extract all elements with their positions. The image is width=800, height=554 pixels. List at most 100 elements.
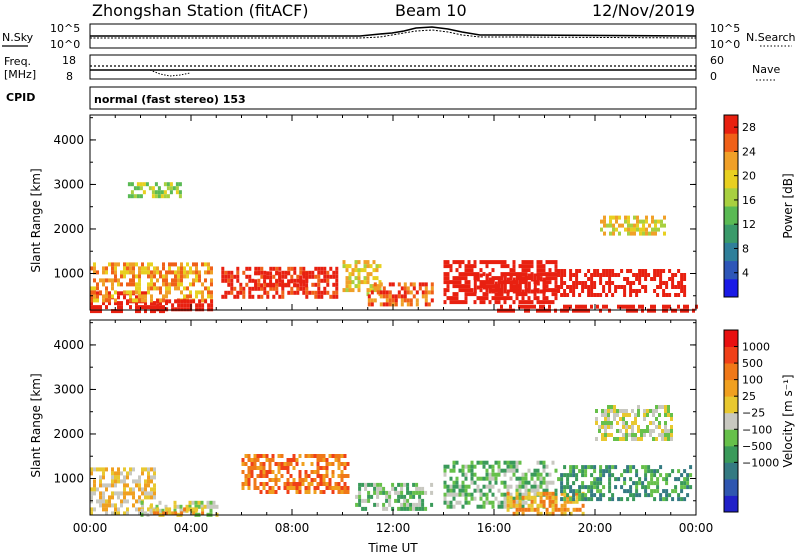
data-cell bbox=[569, 473, 573, 478]
data-cell bbox=[509, 268, 513, 273]
data-cell bbox=[242, 294, 246, 299]
data-cell bbox=[581, 281, 585, 285]
data-cell bbox=[253, 466, 257, 470]
data-cell bbox=[105, 487, 108, 492]
data-cell bbox=[605, 281, 609, 285]
data-cell bbox=[90, 491, 93, 496]
data-cell bbox=[307, 486, 311, 490]
data-cell bbox=[473, 273, 477, 278]
data-cell bbox=[530, 499, 534, 504]
data-cell bbox=[163, 182, 167, 187]
data-cell bbox=[271, 490, 275, 494]
data-cell bbox=[503, 285, 507, 290]
data-cell bbox=[284, 274, 288, 279]
data-cell bbox=[334, 454, 338, 458]
data-cell bbox=[394, 302, 398, 307]
data-cell bbox=[126, 471, 129, 476]
data-cell bbox=[613, 417, 616, 421]
data-cell bbox=[524, 260, 528, 265]
data-cell bbox=[644, 465, 648, 470]
data-cell bbox=[527, 300, 531, 305]
data-cell bbox=[132, 266, 135, 271]
data-cell bbox=[162, 282, 165, 287]
data-cell bbox=[494, 285, 498, 290]
data-cell bbox=[548, 280, 552, 285]
data-cell bbox=[622, 409, 625, 413]
data-cell bbox=[452, 492, 456, 497]
data-cell bbox=[178, 194, 182, 199]
data-cell bbox=[400, 494, 404, 499]
data-cell bbox=[609, 231, 612, 236]
data-cell bbox=[654, 231, 657, 236]
data-cell bbox=[144, 298, 147, 303]
data-cell bbox=[542, 268, 546, 273]
data-cell bbox=[670, 437, 673, 441]
data-cell bbox=[189, 266, 192, 271]
data-cell bbox=[646, 413, 649, 417]
data-cell bbox=[662, 304, 665, 309]
data-cell bbox=[662, 269, 666, 273]
data-cell bbox=[150, 294, 153, 299]
data-cell bbox=[290, 290, 294, 295]
data-cell bbox=[554, 284, 558, 289]
data-cell bbox=[262, 466, 266, 470]
data-cell bbox=[654, 219, 657, 224]
data-cell bbox=[533, 468, 537, 473]
data-cell bbox=[90, 305, 93, 310]
data-cell bbox=[656, 469, 660, 474]
data-cell bbox=[467, 288, 471, 293]
data-cell bbox=[126, 262, 129, 267]
data-cell bbox=[455, 500, 459, 505]
data-cell bbox=[515, 281, 519, 286]
data-cell bbox=[482, 476, 486, 481]
data-cell bbox=[617, 273, 621, 277]
data-cell bbox=[521, 511, 525, 516]
data-cell bbox=[111, 309, 114, 314]
data-cell bbox=[635, 493, 639, 498]
data-cell bbox=[132, 270, 135, 275]
data-cell bbox=[260, 283, 264, 288]
data-cell bbox=[554, 276, 558, 281]
data-cell bbox=[259, 474, 263, 478]
data-cell bbox=[603, 231, 606, 236]
x-tick-label: 00:00 bbox=[679, 521, 714, 535]
nave-dip bbox=[149, 69, 191, 77]
data-cell bbox=[186, 303, 190, 308]
data-cell bbox=[204, 299, 208, 304]
data-cell bbox=[545, 276, 549, 281]
data-cell bbox=[144, 309, 147, 314]
data-cell bbox=[129, 262, 132, 267]
data-cell bbox=[563, 507, 567, 512]
data-cell bbox=[608, 469, 612, 474]
data-cell bbox=[494, 288, 498, 293]
data-cell bbox=[177, 278, 180, 283]
data-cell bbox=[382, 502, 386, 507]
data-cell bbox=[254, 279, 258, 284]
data-cell bbox=[263, 290, 267, 295]
data-cell bbox=[677, 293, 681, 297]
data-cell bbox=[147, 475, 150, 480]
data-cell bbox=[186, 307, 190, 312]
data-cell bbox=[515, 495, 519, 500]
data-cell bbox=[650, 481, 654, 486]
data-cell bbox=[156, 303, 160, 308]
data-cell bbox=[551, 460, 555, 465]
data-cell bbox=[257, 282, 261, 287]
data-cell bbox=[488, 488, 492, 493]
data-cell bbox=[659, 277, 663, 281]
data-cell bbox=[578, 469, 582, 474]
data-cell bbox=[656, 481, 660, 486]
data-cell bbox=[641, 273, 645, 277]
data-cell bbox=[194, 504, 198, 509]
data-cell bbox=[560, 503, 564, 508]
data-cell bbox=[105, 467, 108, 472]
data-cell bbox=[376, 482, 380, 487]
cpid-panel: CPID normal (fast stereo) 153 bbox=[6, 86, 697, 110]
data-cell bbox=[179, 504, 183, 509]
data-cell bbox=[587, 465, 591, 470]
data-cell bbox=[667, 405, 670, 409]
data-cell bbox=[563, 485, 567, 490]
data-cell bbox=[195, 278, 198, 283]
data-cell bbox=[174, 286, 177, 291]
